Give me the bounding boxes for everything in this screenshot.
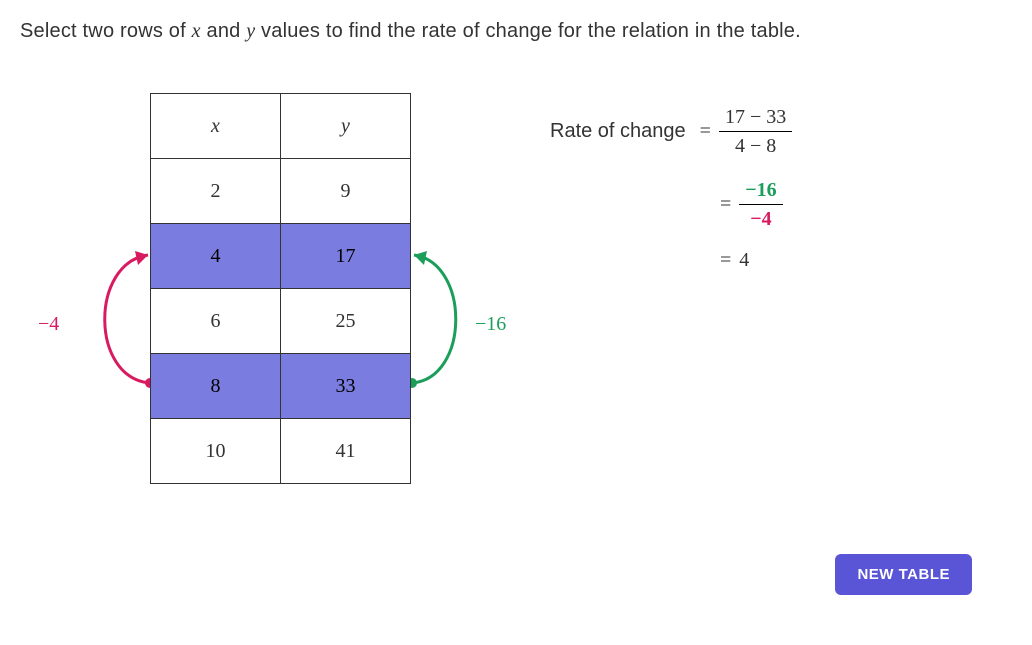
- instruction-var-x: x: [192, 20, 201, 42]
- new-table-button[interactable]: NEW TABLE: [835, 554, 972, 595]
- cell-y: 25: [281, 289, 411, 354]
- instruction-text: Select two rows of x and y values to fin…: [20, 20, 1012, 43]
- equals-sign: =: [700, 120, 711, 143]
- instruction-mid: and: [201, 20, 246, 42]
- calc-step-1: Rate of change = 17 − 33 4 − 8: [550, 103, 792, 160]
- fraction-numerator: 17 − 33: [719, 103, 792, 131]
- right-arc-path: [412, 255, 456, 383]
- calculation-region: Rate of change = 17 − 33 4 − 8 = −16 −4 …: [550, 103, 792, 288]
- fraction-denominator: 4 − 8: [729, 132, 782, 160]
- equals-sign: =: [720, 249, 731, 272]
- table-row[interactable]: 6 25: [151, 289, 411, 354]
- header-x: x: [151, 94, 281, 159]
- cell-x: 10: [151, 419, 281, 484]
- instruction-prefix: Select two rows of: [20, 20, 192, 42]
- cell-x: 2: [151, 159, 281, 224]
- left-arc-arrowhead: [135, 251, 148, 265]
- cell-y: 17: [281, 224, 411, 289]
- table-row[interactable]: 8 33: [151, 354, 411, 419]
- table-row[interactable]: 10 41: [151, 419, 411, 484]
- instruction-suffix: values to find the rate of change for th…: [255, 20, 801, 42]
- equals-sign: =: [720, 193, 731, 216]
- xy-table: x y 2 9 4 17 6 25 8 33: [150, 93, 411, 484]
- table-header-row: x y: [151, 94, 411, 159]
- instruction-var-y: y: [246, 20, 255, 42]
- cell-x: 4: [151, 224, 281, 289]
- result-value: 4: [739, 249, 749, 272]
- cell-x: 8: [151, 354, 281, 419]
- table-region: x y 2 9 4 17 6 25 8 33: [20, 93, 540, 513]
- fraction-denominator: −4: [744, 205, 777, 233]
- left-arc-path: [105, 255, 150, 383]
- cell-y: 33: [281, 354, 411, 419]
- table-row[interactable]: 2 9: [151, 159, 411, 224]
- cell-y: 41: [281, 419, 411, 484]
- right-arc-label: −16: [475, 313, 506, 336]
- rate-of-change-label: Rate of change: [550, 120, 686, 143]
- cell-y: 9: [281, 159, 411, 224]
- fraction-step-2: −16 −4: [739, 176, 782, 233]
- fraction-numerator: −16: [739, 176, 782, 204]
- header-y: y: [281, 94, 411, 159]
- cell-x: 6: [151, 289, 281, 354]
- calc-step-2: = −16 −4: [716, 176, 792, 233]
- fraction-step-1: 17 − 33 4 − 8: [719, 103, 792, 160]
- calc-result: = 4: [716, 249, 792, 272]
- table-row[interactable]: 4 17: [151, 224, 411, 289]
- left-arc-label: −4: [38, 313, 59, 336]
- right-arc-arrowhead: [414, 251, 427, 265]
